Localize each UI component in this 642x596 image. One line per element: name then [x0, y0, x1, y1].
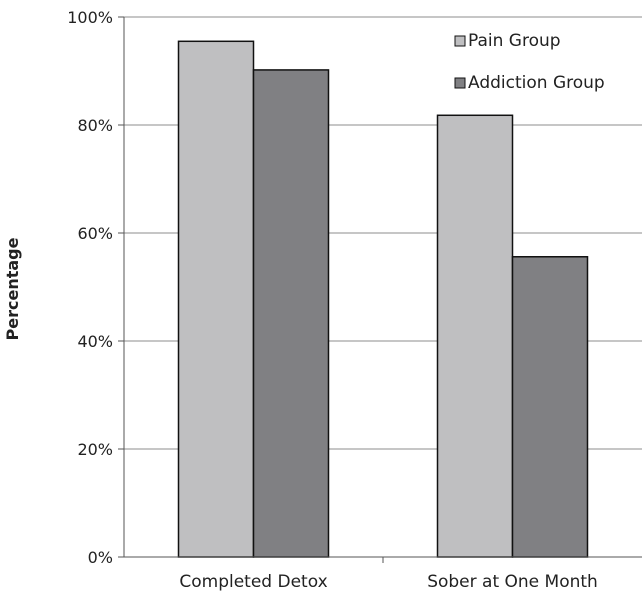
- bar-pain-group: [179, 41, 254, 557]
- bar-addiction-group: [254, 70, 329, 557]
- x-category-label: Completed Detox: [179, 572, 327, 592]
- y-axis-label: Percentage: [3, 237, 22, 340]
- y-tick-label: 20%: [77, 440, 113, 459]
- bar-addiction-group: [513, 257, 588, 557]
- legend-swatch: [455, 36, 465, 46]
- y-tick-label: 40%: [77, 332, 113, 351]
- legend: Pain Group Addiction Group: [455, 31, 605, 93]
- bars: [179, 41, 588, 557]
- legend-label: Pain Group: [468, 31, 561, 51]
- y-tick-label: 80%: [77, 116, 113, 135]
- y-tick-label: 100%: [67, 8, 113, 27]
- legend-label: Addiction Group: [468, 73, 605, 93]
- y-tick-label: 60%: [77, 224, 113, 243]
- bar-pain-group: [438, 115, 513, 557]
- x-category-label: Sober at One Month: [427, 572, 598, 592]
- y-tick-label: 0%: [88, 548, 113, 567]
- legend-swatch: [455, 78, 465, 88]
